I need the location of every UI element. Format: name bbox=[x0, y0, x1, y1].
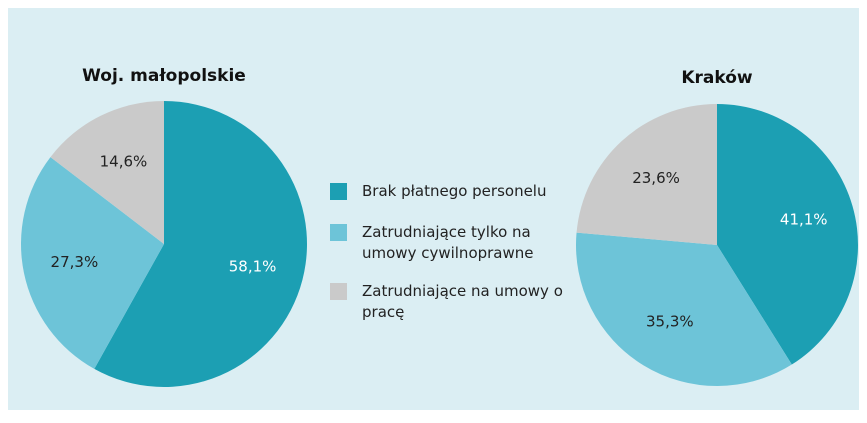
value-label: 35,3% bbox=[646, 312, 694, 330]
pie-slice bbox=[576, 232, 792, 386]
legend-label: Brak płatnego personelu bbox=[362, 182, 547, 200]
legend-swatch bbox=[330, 283, 347, 300]
legend-swatch bbox=[330, 224, 347, 241]
value-label: 14,6% bbox=[100, 152, 148, 170]
pie-slice bbox=[21, 157, 165, 369]
legend-item: Zatrudniające tylko na umowy cywilnopraw… bbox=[330, 222, 580, 264]
chart-title: Woj. małopolskie bbox=[82, 66, 246, 86]
pie-slice bbox=[576, 104, 717, 245]
pie-slice bbox=[50, 101, 164, 244]
pie-slice bbox=[94, 101, 307, 387]
value-label: 27,3% bbox=[51, 253, 99, 271]
legend-label: Zatrudniające na umowy o pracę bbox=[362, 282, 563, 321]
legend-swatch bbox=[330, 183, 347, 200]
legend-item: Brak płatnego personelu bbox=[330, 181, 580, 202]
value-label: 23,6% bbox=[632, 169, 680, 187]
legend-label: Zatrudniające tylko na umowy cywilnopraw… bbox=[362, 223, 534, 262]
legend-item: Zatrudniające na umowy o pracę bbox=[330, 281, 580, 323]
chart-title: Kraków bbox=[681, 68, 753, 88]
value-label: 58,1% bbox=[229, 258, 277, 276]
pie-slice bbox=[717, 104, 858, 365]
value-label: 41,1% bbox=[780, 211, 828, 229]
